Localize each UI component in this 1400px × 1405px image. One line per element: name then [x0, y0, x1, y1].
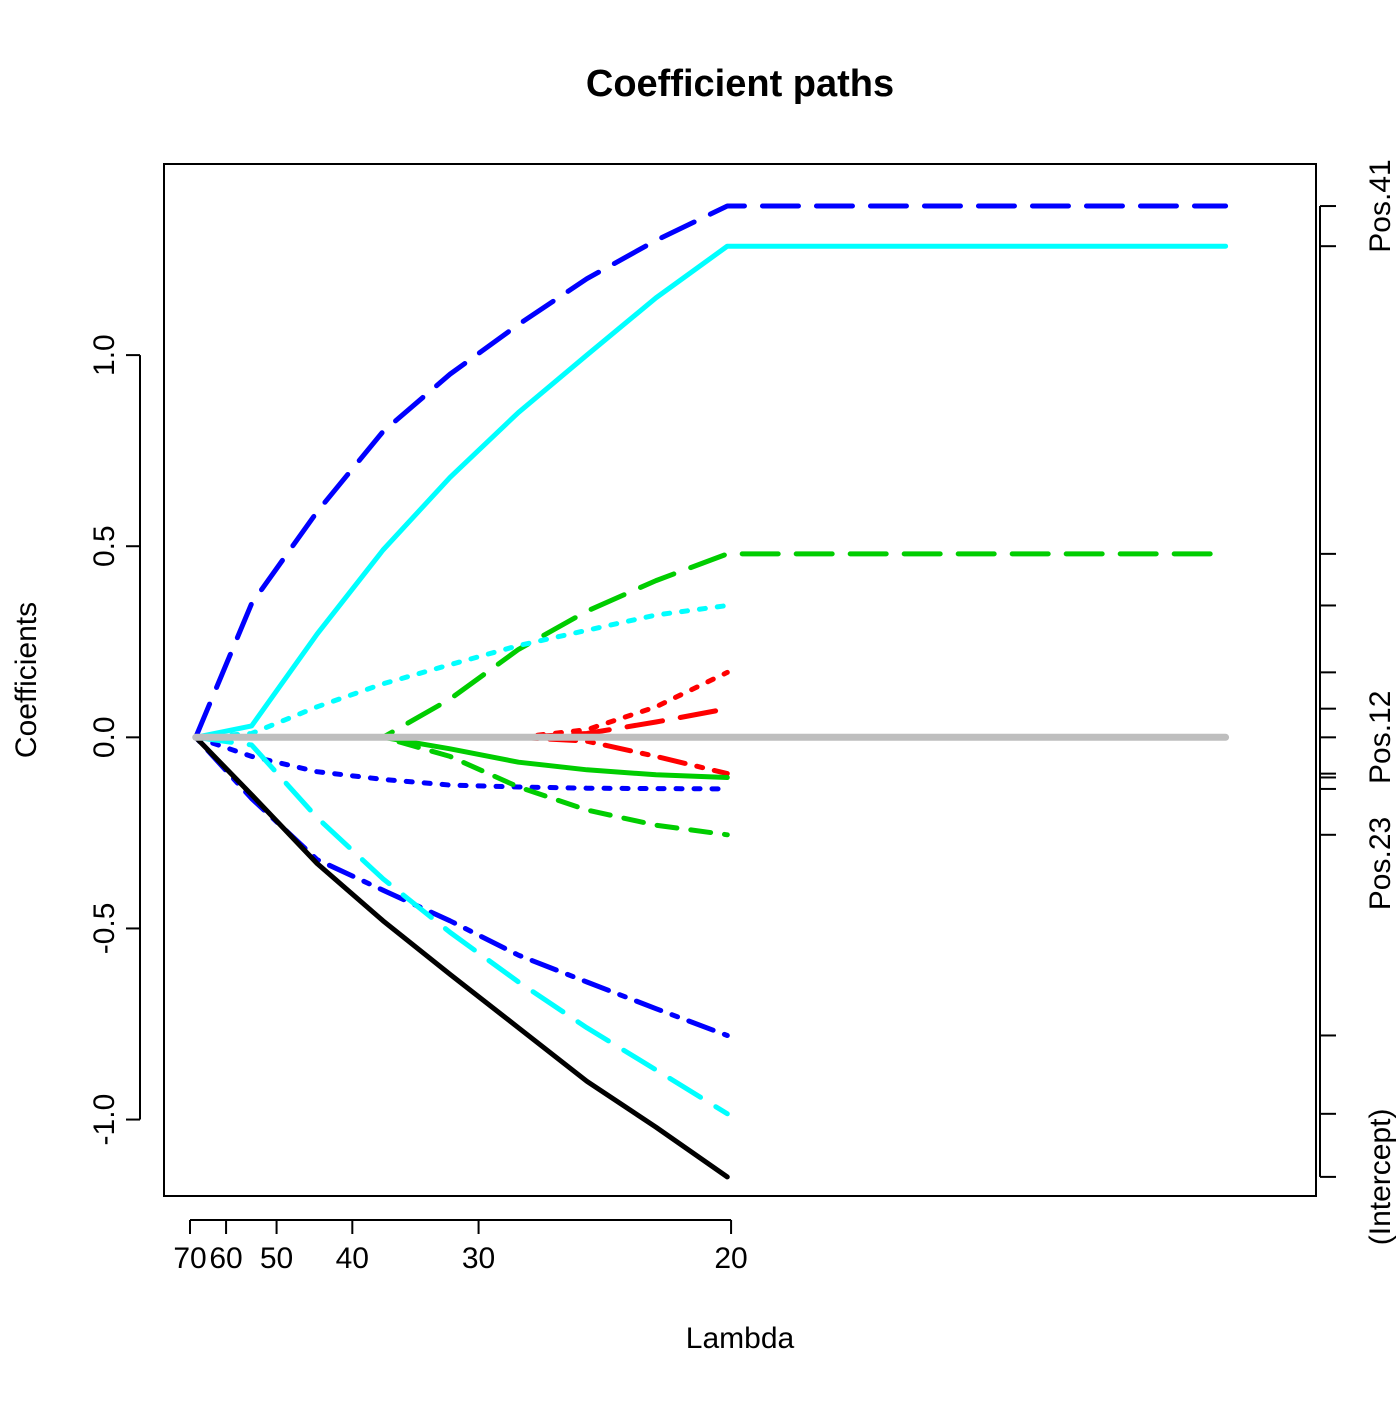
x-tick-label: 50: [260, 1242, 293, 1275]
x-tick-label: 20: [714, 1242, 747, 1275]
plot-frame: [163, 163, 1317, 1197]
right-axis: Pos.41 Pos.12 Pos.23 (Intercept): [1319, 159, 1397, 1246]
right-axis-label: Pos.23: [1364, 817, 1397, 910]
x-tick-label: 60: [209, 1242, 242, 1275]
x-tick-label: 70: [173, 1242, 206, 1275]
y-tick-label: -1.0: [88, 1094, 121, 1146]
series-line-12: [193, 734, 730, 1117]
right-axis-label: Pos.12: [1364, 691, 1397, 784]
series-line-2: [193, 243, 1229, 740]
x-axis: 70 60 50 40 30 20: [173, 1219, 748, 1275]
y-axis-label: Coefficients: [10, 602, 43, 758]
y-tick-label: 0.5: [88, 525, 121, 567]
right-axis-label: Pos.41: [1364, 159, 1397, 252]
series-line-7: [193, 734, 730, 777]
x-tick-label: 30: [462, 1242, 495, 1275]
series-line-3: [193, 551, 1229, 740]
series-line-9: [193, 734, 730, 792]
series-line-13: [193, 734, 730, 1180]
x-tick-label: 40: [336, 1242, 369, 1275]
y-tick-label: 0.0: [88, 716, 121, 758]
series-line-4: [193, 603, 730, 740]
x-axis-label: Lambda: [686, 1322, 795, 1355]
right-axis-label: (Intercept): [1364, 1109, 1397, 1246]
y-tick-label: -0.5: [88, 903, 121, 955]
y-axis: -1.0 -0.5 0.0 0.5 1.0: [88, 334, 141, 1146]
chart-title: Coefficient paths: [586, 63, 894, 105]
y-tick-label: 1.0: [88, 334, 121, 376]
series-line-1: [193, 203, 1229, 740]
series-layer: [192, 203, 1230, 1180]
